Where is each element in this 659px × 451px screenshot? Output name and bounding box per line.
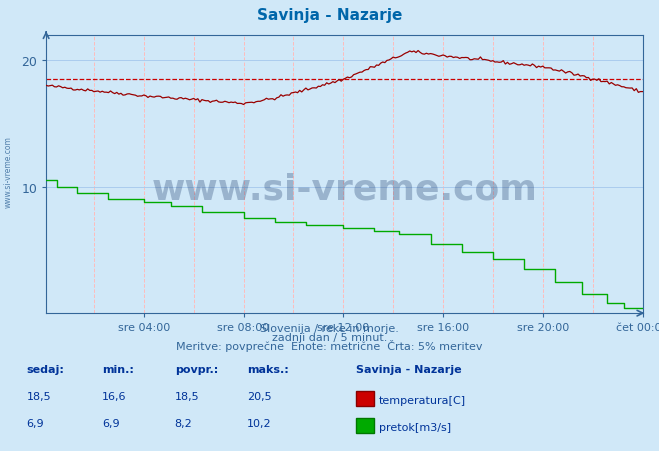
- Text: temperatura[C]: temperatura[C]: [379, 395, 466, 405]
- Text: www.si-vreme.com: www.si-vreme.com: [3, 135, 13, 207]
- Text: 18,5: 18,5: [175, 391, 199, 401]
- Text: povpr.:: povpr.:: [175, 364, 218, 374]
- Text: Savinja - Nazarje: Savinja - Nazarje: [356, 364, 461, 374]
- Text: 10,2: 10,2: [247, 418, 272, 428]
- Text: www.si-vreme.com: www.si-vreme.com: [152, 172, 537, 206]
- Text: sedaj:: sedaj:: [26, 364, 64, 374]
- Text: zadnji dan / 5 minut.: zadnji dan / 5 minut.: [272, 332, 387, 342]
- Text: 8,2: 8,2: [175, 418, 192, 428]
- Text: Savinja - Nazarje: Savinja - Nazarje: [257, 8, 402, 23]
- Text: 18,5: 18,5: [26, 391, 51, 401]
- Text: Slovenija / reke in morje.: Slovenija / reke in morje.: [260, 323, 399, 333]
- Text: Meritve: povprečne  Enote: metrične  Črta: 5% meritev: Meritve: povprečne Enote: metrične Črta:…: [176, 340, 483, 351]
- Text: pretok[m3/s]: pretok[m3/s]: [379, 422, 451, 432]
- Text: maks.:: maks.:: [247, 364, 289, 374]
- Text: 6,9: 6,9: [26, 418, 44, 428]
- Text: 6,9: 6,9: [102, 418, 120, 428]
- Text: 16,6: 16,6: [102, 391, 127, 401]
- Text: 20,5: 20,5: [247, 391, 272, 401]
- Text: min.:: min.:: [102, 364, 134, 374]
